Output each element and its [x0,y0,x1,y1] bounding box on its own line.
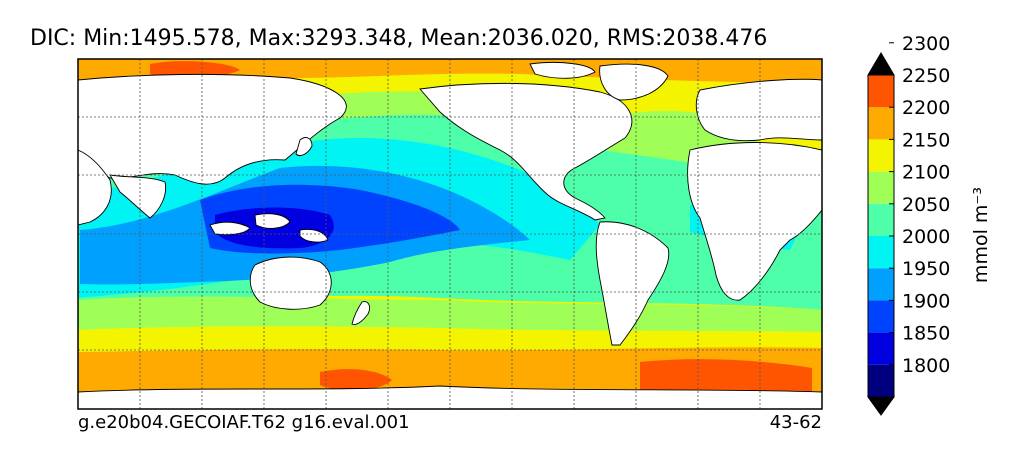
colorbar: 1800 1850 1900 1950 2000 2050 2100 2150 2200 2250… [867,33,950,416]
map-title: DIC: Min:1495.578, Max:3293.348, Mean:20… [30,26,768,51]
colorbar-tick-label: 2050 [902,194,950,216]
colorbar-unit-wrap: mmol m⁻³ [970,187,992,283]
japan [295,137,313,157]
colorbar-bin [868,268,894,301]
colorbar-tick-label: 1950 [902,258,950,280]
colorbar-bin [868,236,894,269]
colorbar-extend-min [867,396,895,416]
africa-east-edge [78,149,112,226]
map-frame [77,58,823,410]
graticule [78,59,822,409]
colorbar-tick-label: 2100 [902,162,950,184]
colorbar-tick-label: 2200 [902,97,950,119]
colorbar-bin [868,139,894,172]
colorbar-tick-label: 1900 [902,290,950,312]
colorbar-tick-label: 1800 [902,355,950,377]
africa [687,142,822,301]
colorbar-tick-label: 2000 [902,226,950,248]
arctic-islands [529,62,596,79]
run-label: g.e20b04.GECOIAF.T62 g16.eval.001 [78,412,410,433]
colorbar-bin [868,332,894,365]
new-zealand [351,301,371,325]
arctic-red-patch [150,61,240,79]
colorbar-bin [868,171,894,204]
weddell-red [640,359,812,395]
colorbar-extend-max [867,52,895,76]
colorbar-tick-label: 2150 [902,129,950,151]
colorbar-bin [868,300,894,333]
north-america [419,82,633,221]
ross-red [320,369,392,391]
australia [249,256,332,310]
year-range-label: 43-62 [769,412,822,433]
europe-west [695,78,822,142]
colorbar-bin [868,75,894,108]
colorbar-tick-label: 2250 [902,65,950,87]
colorbar-bin [868,203,894,236]
colorbar-bin [868,364,894,397]
colorbar-unit-label: mmol m⁻³ [970,187,992,283]
ocean-field [78,59,822,409]
arabia-india [109,174,167,219]
colorbar-bin [868,107,894,140]
greenland [599,63,669,101]
colorbar-tick-label: 1850 [902,323,950,345]
colorbar-tick-label: 2300 [902,33,950,55]
south-america [595,221,670,346]
indonesia [209,213,329,243]
